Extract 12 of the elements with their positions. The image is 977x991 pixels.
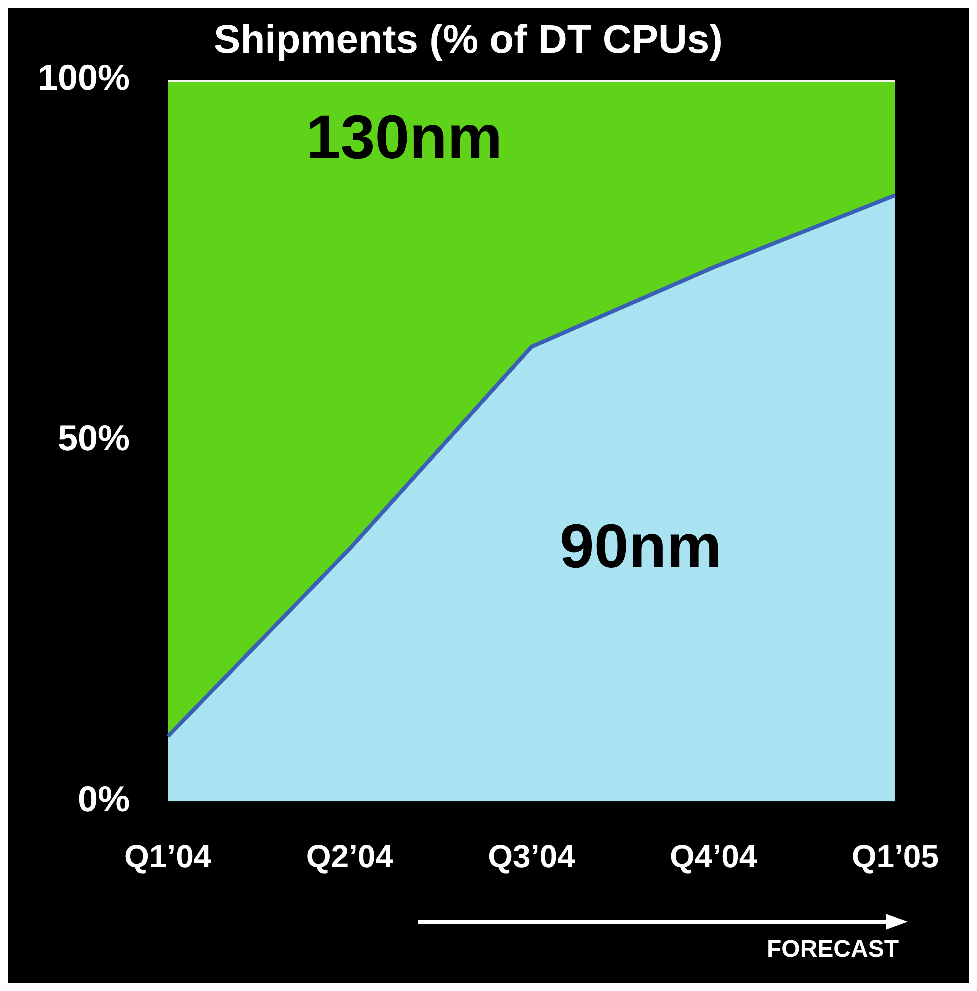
y-tick-label: 0%: [78, 778, 130, 820]
x-tick-label: Q1’05: [852, 838, 939, 875]
x-tick-label: Q4’04: [670, 838, 758, 875]
y-tick-label: 100%: [38, 56, 130, 98]
chart-title: Shipments (% of DT CPUs): [214, 18, 723, 62]
series-label: 130nm: [306, 103, 503, 172]
y-tick-label: 50%: [58, 418, 130, 459]
x-tick-label: Q3’04: [488, 838, 576, 875]
series-label: 90nm: [560, 512, 722, 582]
text: FORECAST: [767, 936, 899, 964]
x-tick-label: Q2’04: [306, 838, 394, 875]
x-tick-label: Q1’04: [124, 838, 212, 875]
